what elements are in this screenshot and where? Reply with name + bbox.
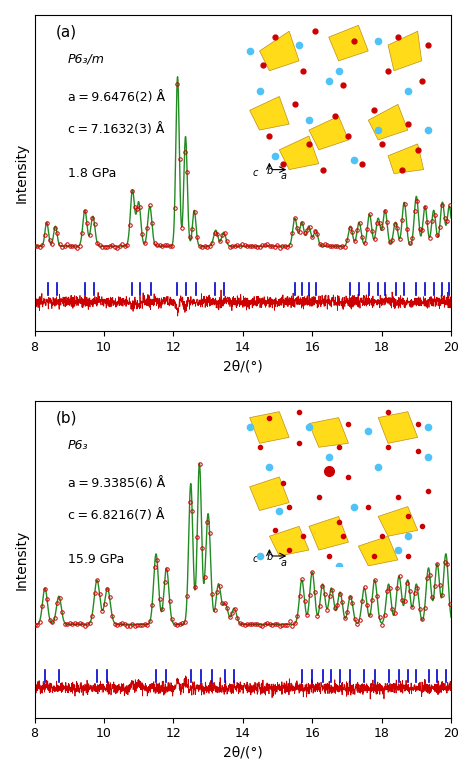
Text: 15.9 GPa: 15.9 GPa xyxy=(68,553,124,567)
Text: c = 6.8216(7) Å: c = 6.8216(7) Å xyxy=(68,509,164,522)
Text: P6₃/m: P6₃/m xyxy=(68,53,105,66)
Text: (b): (b) xyxy=(55,411,77,426)
Y-axis label: Intensity: Intensity xyxy=(15,143,29,203)
Text: a = 9.6476(2) Å: a = 9.6476(2) Å xyxy=(68,91,165,104)
Text: (a): (a) xyxy=(55,25,76,40)
X-axis label: 2θ/(°): 2θ/(°) xyxy=(223,360,263,374)
Text: 1.8 GPa: 1.8 GPa xyxy=(68,167,116,180)
Text: a = 9.3385(6) Å: a = 9.3385(6) Å xyxy=(68,477,165,491)
Text: P6₃: P6₃ xyxy=(68,439,88,453)
Y-axis label: Intensity: Intensity xyxy=(15,529,29,590)
Text: c = 7.1632(3) Å: c = 7.1632(3) Å xyxy=(68,122,164,136)
X-axis label: 2θ/(°): 2θ/(°) xyxy=(223,746,263,760)
